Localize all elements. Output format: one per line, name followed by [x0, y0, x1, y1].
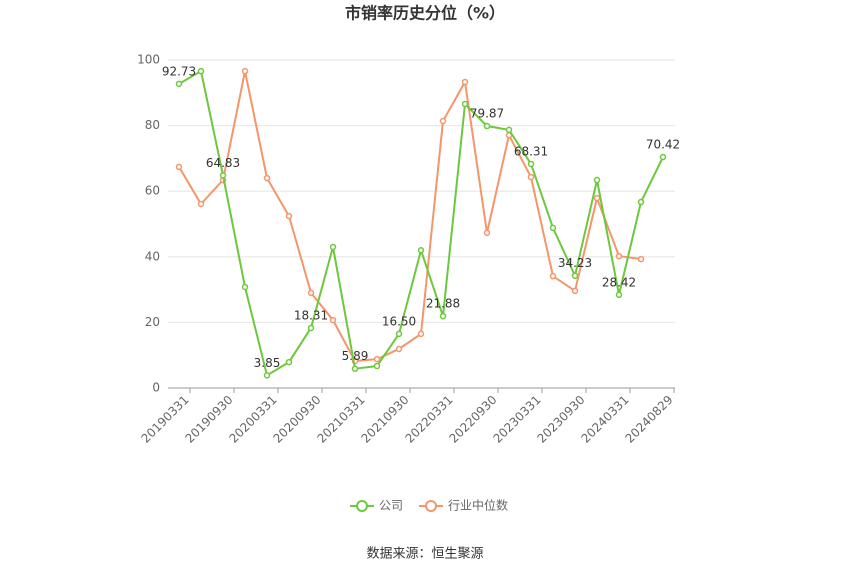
point [549, 272, 557, 280]
point [285, 212, 293, 220]
point [417, 246, 425, 254]
data-label: 34.23 [558, 256, 592, 270]
point [263, 174, 271, 182]
y-tick-label: 100 [137, 53, 160, 67]
data-label: 79.87 [470, 107, 504, 121]
y-tick-label: 60 [145, 184, 160, 198]
point [527, 173, 535, 181]
point [439, 117, 447, 125]
point [461, 78, 469, 86]
point [241, 67, 249, 75]
point [197, 200, 205, 208]
legend-marker [425, 500, 438, 512]
point [175, 163, 183, 171]
point [483, 229, 491, 237]
data-label: 3.85 [254, 356, 281, 370]
chart-title: 市销率历史分位（%） [345, 4, 505, 23]
point [395, 345, 403, 353]
series-line [178, 70, 642, 363]
point [593, 176, 601, 184]
point [461, 100, 469, 108]
y-tick-label: 20 [145, 315, 160, 329]
data-label: 70.42 [646, 138, 680, 152]
legend-label: 行业中位数 [448, 498, 508, 513]
legend-label: 公司 [379, 499, 403, 513]
point [241, 283, 249, 291]
legend-item: 公司 [350, 499, 403, 513]
source: 数据来源：恒生聚源 [366, 547, 483, 562]
data-label: 64.83 [206, 156, 240, 170]
y-tick-label: 80 [145, 118, 160, 132]
point [417, 330, 425, 338]
point [637, 198, 645, 206]
point [659, 153, 667, 161]
point [395, 330, 403, 338]
data-label: 92.73 [162, 64, 196, 78]
data-label: 68.31 [514, 144, 548, 158]
point [307, 289, 315, 297]
point [505, 126, 513, 134]
point [439, 312, 447, 320]
legend-item: 行业中位数 [419, 498, 508, 513]
point [615, 252, 623, 260]
point [373, 355, 381, 363]
point [549, 224, 557, 232]
point [329, 243, 337, 251]
point [175, 80, 183, 88]
y-tick-label: 0 [152, 381, 160, 395]
point [593, 194, 601, 202]
point [571, 272, 579, 279]
point [285, 358, 293, 366]
data-label: 16.50 [382, 314, 416, 328]
data-label: 28.42 [602, 275, 636, 289]
y-tick-label: 40 [145, 249, 160, 263]
data-label: 5.89 [342, 349, 369, 363]
legend-marker [356, 500, 368, 512]
point [263, 372, 271, 379]
point [483, 122, 491, 130]
x-tick-label: 20240829 [623, 393, 676, 446]
point [571, 287, 579, 295]
point [351, 365, 359, 372]
point [637, 255, 645, 263]
point [329, 316, 337, 324]
point [373, 362, 381, 370]
point [197, 67, 205, 75]
point [615, 291, 623, 299]
point [527, 160, 535, 168]
data-label: 18.31 [294, 308, 328, 322]
data-label: 21.88 [426, 297, 460, 311]
point [307, 324, 315, 332]
point [219, 172, 227, 179]
